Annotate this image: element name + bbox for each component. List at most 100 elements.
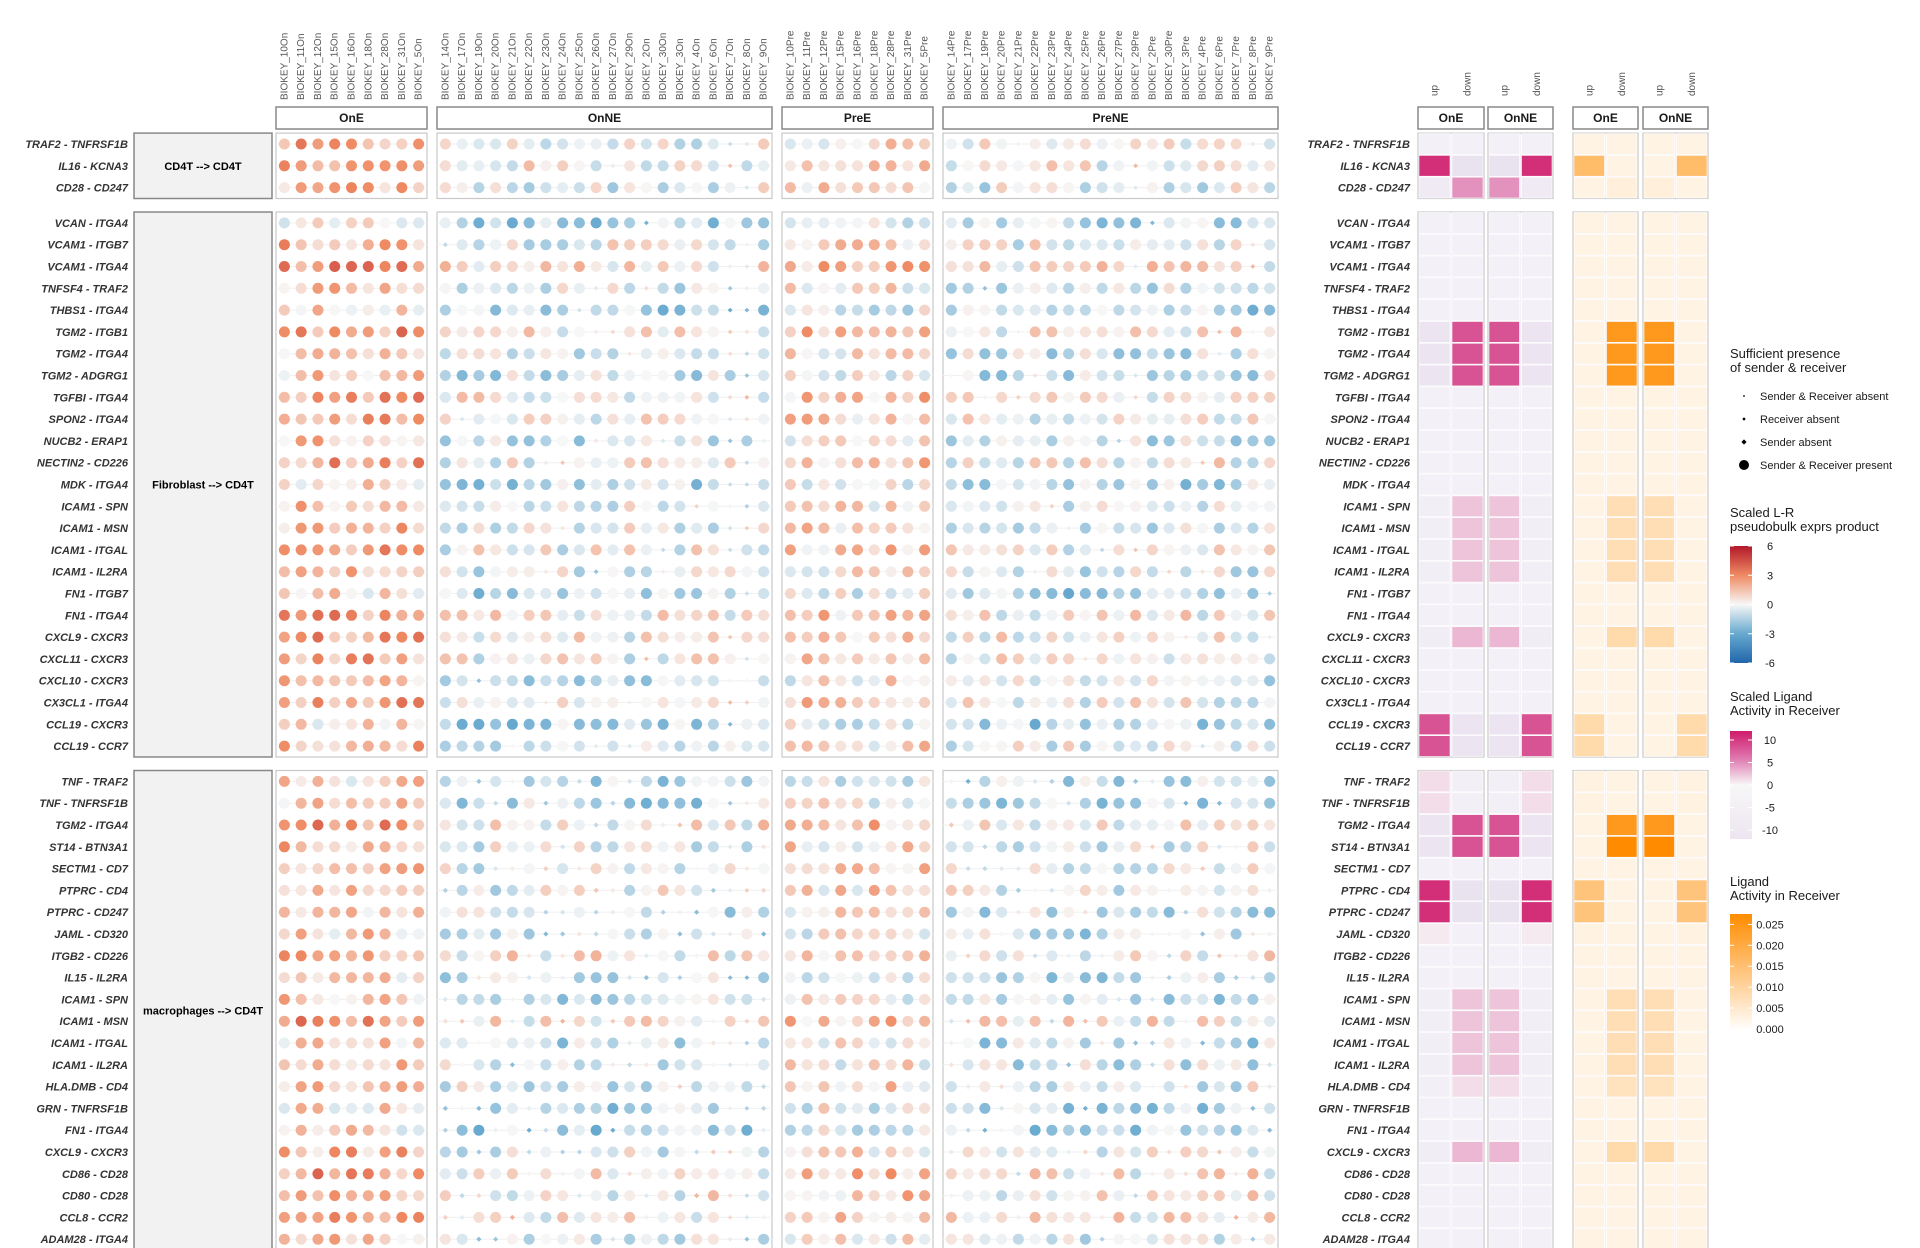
lr-product-dot [1046, 1124, 1058, 1136]
lr-product-dot [835, 841, 847, 853]
scaled-activity-cell [1521, 604, 1553, 627]
lr-product-dot [744, 591, 750, 596]
lr-product-dot [473, 884, 485, 896]
lr-product-dot [818, 950, 830, 962]
lr-product-dot [1146, 718, 1158, 730]
lr-product-dot [456, 1168, 468, 1180]
sample-label: BIOKEY_27On [608, 33, 619, 100]
lr-product-dot [312, 928, 324, 940]
lr-product-dot [346, 950, 357, 962]
lr-product-dot [979, 457, 991, 469]
lr-product-dot [657, 261, 669, 272]
lr-product-dot [1213, 566, 1225, 578]
lr-product-dot [758, 740, 770, 752]
lr-product-dot [543, 909, 549, 915]
lr-product-dot [691, 160, 703, 172]
lr-product-dot [1264, 775, 1276, 787]
lr-product-dot [396, 863, 408, 875]
lr-product-dot [1079, 928, 1091, 940]
lr-product-dot [758, 500, 770, 512]
lr-product-dot [1113, 138, 1125, 150]
lr-product-dot [624, 370, 636, 381]
lr-product-dot [818, 631, 830, 643]
lr-product-dot [379, 370, 391, 381]
sample-label: BIOKEY_24Pre [1064, 30, 1075, 100]
lr-pair-label: ICAM1 - SPN [61, 994, 129, 1006]
lr-product-dot [784, 1124, 796, 1136]
lr-product-dot [758, 588, 770, 599]
scaled-activity-cell [1521, 133, 1553, 155]
lr-product-dot [657, 160, 669, 172]
lr-product-dot [379, 435, 391, 447]
lr-product-dot [674, 326, 686, 338]
lr-product-dot [295, 391, 307, 403]
lr-product-dot [784, 993, 796, 1005]
lr-product-dot [1163, 479, 1175, 490]
ligand-activity-cell [1643, 626, 1675, 648]
lr-product-dot [852, 457, 863, 469]
lr-product-dot [362, 588, 374, 599]
lr-product-dot [490, 775, 502, 787]
ligand-activity-cell [1643, 836, 1675, 858]
lr-product-dot [885, 588, 897, 599]
lr-product-dot [540, 609, 552, 621]
lr-product-dot [1029, 1211, 1041, 1223]
lr-product-dot [295, 775, 307, 787]
presence-legend-item: Sender & Receiver present [1760, 460, 1892, 472]
lr-product-dot [694, 953, 700, 959]
lr-product-dot [490, 906, 502, 918]
scaled-activity-cell [1521, 255, 1553, 278]
lr-product-dot [362, 304, 374, 316]
lr-product-dot [379, 1015, 391, 1027]
lr-product-dot [677, 931, 683, 937]
lr-product-dot [329, 1146, 341, 1158]
lr-product-dot [1096, 1102, 1108, 1114]
lr-product-dot [560, 844, 566, 850]
lr-pair-label: FN1 - ITGB7 [65, 589, 129, 601]
lr-product-dot [439, 479, 451, 490]
lr-product-dot [758, 718, 770, 730]
lr-product-dot [885, 740, 897, 752]
lr-product-dot [590, 348, 602, 360]
lr-product-dot [1213, 697, 1225, 708]
lr-product-dot [295, 522, 307, 534]
lr-product-dot [1230, 304, 1242, 316]
lr-product-dot [835, 544, 847, 556]
lr-product-dot [593, 438, 599, 444]
lr-product-dot [278, 522, 290, 534]
lr-product-dot [476, 1149, 482, 1155]
lr-product-dot [1264, 675, 1276, 687]
lr-product-dot [379, 993, 391, 1005]
lr-product-dot [868, 138, 880, 150]
lr-product-dot [657, 653, 669, 665]
lr-product-dot [801, 1081, 813, 1093]
lr-product-dot [1096, 775, 1108, 787]
lr-product-dot [1046, 1146, 1058, 1158]
lr-product-dot [573, 282, 585, 294]
lr-product-dot [1149, 1040, 1155, 1046]
ligand-activity-cell [1676, 648, 1708, 670]
lr-product-dot [573, 348, 585, 360]
ligand-activity-cell [1606, 713, 1638, 736]
lr-product-dot [379, 1124, 391, 1136]
lr-product-dot [674, 1102, 686, 1114]
lr-product-dot [1079, 863, 1091, 875]
lr-product-dot [329, 1233, 341, 1245]
lr-product-dot [1146, 697, 1158, 708]
lr-product-dot [396, 588, 408, 599]
lr-product-dot [640, 841, 652, 853]
lr-product-dot [945, 972, 957, 984]
lr-product-dot [362, 775, 374, 787]
scaled-activity-cell [1418, 277, 1451, 299]
scaled-activity-cell [1418, 814, 1451, 836]
lr-product-dot [490, 1015, 502, 1027]
lr-product-dot [627, 975, 633, 981]
scaled-activity-cell [1521, 1032, 1553, 1054]
lr-product-dot [1096, 479, 1108, 490]
lr-product-dot [1113, 775, 1125, 787]
lr-product-dot [758, 906, 770, 918]
lr-product-dot [329, 182, 341, 194]
lr-product-dot [439, 1168, 451, 1180]
lr-product-dot [1230, 479, 1242, 490]
lr-product-dot [540, 413, 552, 425]
